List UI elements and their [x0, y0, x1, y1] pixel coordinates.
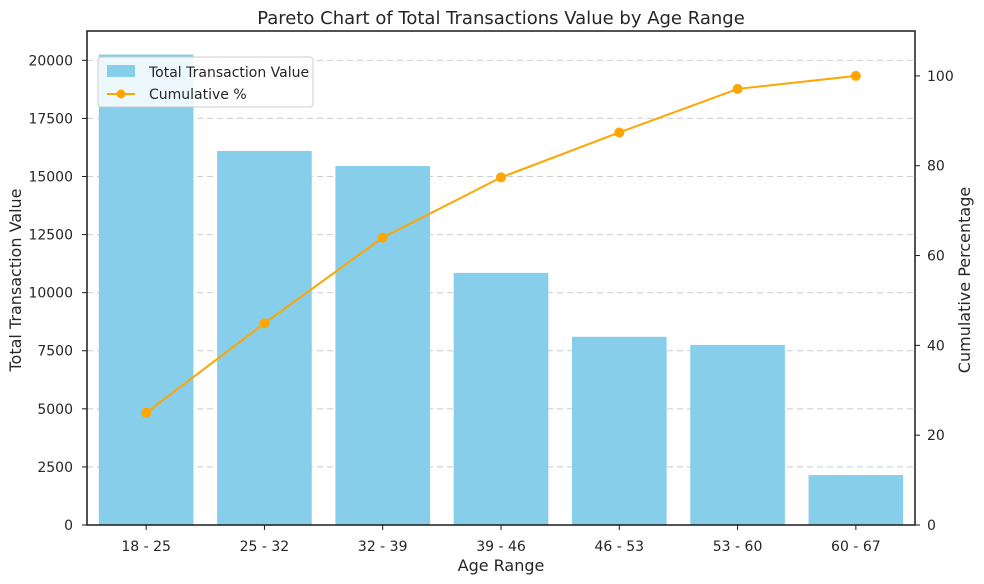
y2-axis-title: Cumulative Percentage: [955, 187, 974, 373]
y-tick-label: 0: [64, 518, 73, 534]
y2-tick-label: 0: [927, 518, 936, 534]
cumulative-point: [732, 83, 743, 94]
x-tick-label: 18 - 25: [121, 539, 171, 555]
y-tick-label: 7500: [37, 344, 73, 360]
bar: [571, 336, 667, 525]
legend: Total Transaction Value Cumulative %: [97, 56, 314, 108]
y-tick-label: 5000: [37, 402, 73, 418]
cumulative-point: [141, 407, 152, 418]
x-tick-label: 46 - 53: [594, 539, 644, 555]
x-axis-title: Age Range: [458, 556, 545, 575]
x-tick-label: 32 - 39: [358, 539, 408, 555]
cumulative-point: [614, 127, 625, 138]
line-series: [141, 70, 861, 418]
bar: [217, 150, 312, 525]
cumulative-point: [850, 70, 861, 81]
y-tick-label: 12500: [28, 228, 73, 244]
axes: 0 2500 5000 7500 10000 12500 15000 17500 20000 0 2…: [28, 30, 954, 555]
bar: [453, 272, 549, 525]
y-axis-title: Total Transaction Value: [6, 188, 25, 372]
legend-line-marker: [116, 89, 126, 99]
cumulative-point: [259, 318, 270, 329]
bar-series: [98, 54, 904, 525]
y2-tick-label: 60: [927, 249, 945, 265]
cumulative-point: [377, 232, 388, 243]
y-tick-label: 10000: [28, 286, 73, 302]
legend-bar-swatch: [107, 65, 135, 77]
y-tick-label: 15000: [28, 169, 73, 185]
y-tick-label: 20000: [28, 53, 73, 69]
x-tick-label: 39 - 46: [476, 539, 526, 555]
legend-line-label: Cumulative %: [149, 87, 247, 103]
legend-box: [97, 56, 314, 108]
x-tick-label: 53 - 60: [713, 539, 763, 555]
y2-tick-label: 40: [927, 338, 945, 354]
bar: [98, 54, 194, 525]
bar: [808, 475, 904, 525]
y2-tick-label: 20: [927, 428, 945, 444]
y2-tick-label: 100: [927, 69, 954, 85]
bar: [690, 344, 785, 525]
bar: [335, 166, 431, 525]
y-tick-label: 2500: [37, 460, 73, 476]
chart-title: Pareto Chart of Total Transactions Value…: [257, 8, 745, 29]
legend-bar-label: Total Transaction Value: [148, 65, 309, 81]
y2-tick-label: 80: [927, 159, 945, 175]
x-tick-label: 25 - 32: [240, 539, 290, 555]
x-tick-label: 60 - 67: [831, 539, 881, 555]
y-tick-label: 17500: [28, 111, 73, 127]
cumulative-point: [496, 172, 506, 183]
